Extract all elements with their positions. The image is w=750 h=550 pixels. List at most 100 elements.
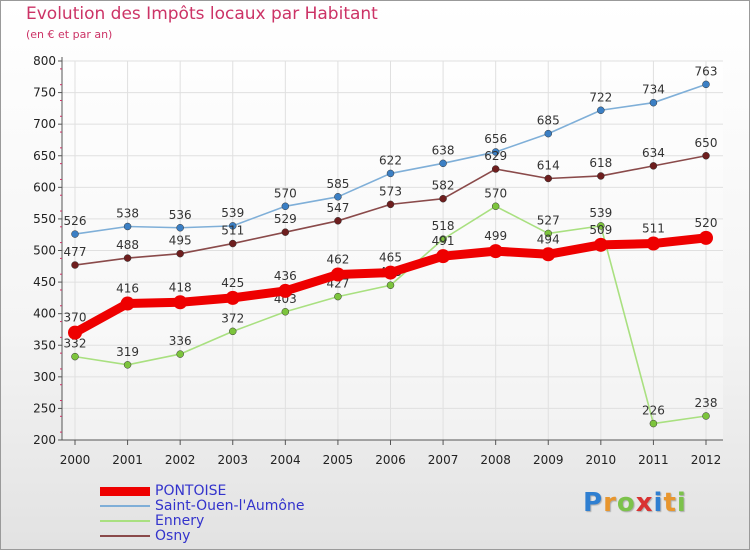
legend-item: Ennery bbox=[100, 514, 360, 529]
y-tick-label: 250 bbox=[33, 401, 56, 415]
data-point bbox=[646, 236, 661, 251]
data-label: 520 bbox=[695, 216, 718, 230]
data-label: 491 bbox=[432, 234, 455, 248]
y-tick-label: 200 bbox=[33, 433, 56, 447]
data-label: 634 bbox=[642, 146, 665, 160]
series-ennery: 332319336372403427445518570527539226238 bbox=[64, 186, 718, 428]
legend-label: Osny bbox=[155, 528, 191, 544]
data-point bbox=[123, 254, 132, 262]
series-pontoise: 370 416 418 425 436 462 465 491 499 494 509 511 520 bbox=[64, 216, 718, 340]
legend-item: PONTOISE bbox=[100, 484, 360, 499]
y-tick-label: 450 bbox=[33, 275, 56, 289]
data-point bbox=[71, 352, 79, 361]
data-point bbox=[597, 222, 605, 230]
data-point bbox=[597, 106, 605, 115]
data-label: 372 bbox=[221, 311, 244, 325]
data-label: 656 bbox=[484, 132, 507, 146]
legend-label: Ennery bbox=[155, 513, 205, 529]
data-point bbox=[330, 267, 345, 282]
data-point bbox=[71, 230, 79, 238]
data-label: 722 bbox=[589, 90, 612, 104]
data-point bbox=[386, 169, 395, 178]
data-point bbox=[278, 283, 293, 298]
data-label: 539 bbox=[221, 206, 244, 220]
data-label: 477 bbox=[64, 245, 87, 259]
legend-swatch bbox=[100, 520, 150, 522]
data-label: 547 bbox=[326, 201, 349, 215]
data-point bbox=[176, 350, 184, 358]
data-label: 527 bbox=[537, 213, 560, 227]
logo-letter: t bbox=[663, 488, 677, 518]
data-point bbox=[649, 98, 658, 107]
data-label: 336 bbox=[169, 334, 192, 348]
data-label: 518 bbox=[432, 219, 455, 233]
data-label: 238 bbox=[695, 396, 718, 410]
legend-swatch bbox=[100, 486, 150, 496]
data-label: 462 bbox=[326, 253, 349, 267]
logo-letter: P bbox=[583, 488, 604, 518]
data-label: 618 bbox=[589, 156, 612, 170]
logo-letter: x bbox=[635, 488, 654, 518]
data-point bbox=[439, 159, 447, 168]
y-tick-label: 700 bbox=[33, 117, 56, 131]
data-point bbox=[699, 230, 713, 245]
data-point bbox=[386, 281, 395, 289]
data-point bbox=[593, 237, 608, 252]
x-tick-label: 2011 bbox=[638, 453, 669, 467]
data-label: 638 bbox=[432, 143, 455, 157]
legend-item: Osny bbox=[100, 529, 360, 544]
data-point bbox=[439, 235, 447, 243]
legend-item: Saint-Ouen-l'Aumône bbox=[100, 499, 360, 514]
y-tick-label: 750 bbox=[33, 86, 56, 100]
data-label: 629 bbox=[484, 149, 507, 163]
data-label: 734 bbox=[642, 83, 665, 97]
data-label: 526 bbox=[64, 214, 87, 228]
data-point bbox=[544, 129, 552, 138]
data-point bbox=[229, 239, 237, 248]
data-label: 370 bbox=[64, 311, 87, 325]
data-label: 650 bbox=[695, 136, 718, 150]
data-point bbox=[281, 228, 290, 236]
y-tick-label: 350 bbox=[33, 338, 56, 352]
data-point bbox=[229, 222, 237, 230]
data-point bbox=[702, 412, 710, 420]
y-tick-label: 550 bbox=[33, 212, 56, 226]
data-point bbox=[491, 165, 500, 173]
x-tick-label: 2009 bbox=[533, 453, 564, 467]
data-point bbox=[173, 295, 188, 310]
y-tick-label: 300 bbox=[33, 370, 56, 384]
data-point bbox=[597, 172, 605, 180]
data-label: 511 bbox=[221, 224, 244, 238]
data-point bbox=[68, 325, 82, 340]
x-tick-label: 2007 bbox=[428, 453, 459, 467]
data-label: 436 bbox=[274, 269, 297, 283]
x-tick-label: 2012 bbox=[691, 453, 722, 467]
x-tick-label: 2010 bbox=[586, 453, 617, 467]
data-point bbox=[176, 224, 184, 232]
logo-letter: o bbox=[616, 488, 636, 518]
x-tick-label: 2000 bbox=[60, 453, 91, 467]
data-label: 416 bbox=[116, 282, 139, 296]
data-label: 685 bbox=[537, 114, 560, 128]
data-label: 465 bbox=[379, 251, 402, 265]
logo-letter: i bbox=[653, 488, 664, 518]
data-point bbox=[439, 194, 447, 203]
data-label: 495 bbox=[169, 234, 192, 248]
data-label: 585 bbox=[326, 177, 349, 191]
data-label: 494 bbox=[537, 232, 560, 246]
data-point bbox=[334, 217, 342, 225]
data-label: 226 bbox=[642, 404, 665, 418]
data-label: 536 bbox=[169, 208, 192, 222]
data-label: 332 bbox=[64, 337, 87, 351]
proxiti-logo: Proxiti bbox=[583, 488, 687, 518]
data-point bbox=[71, 261, 79, 269]
data-point bbox=[491, 148, 500, 156]
data-label: 763 bbox=[695, 64, 718, 78]
data-point bbox=[702, 152, 710, 160]
legend-swatch bbox=[100, 535, 150, 537]
y-tick-label: 500 bbox=[33, 244, 56, 258]
data-point bbox=[229, 327, 237, 336]
data-point bbox=[120, 296, 135, 311]
data-label: 319 bbox=[116, 345, 139, 359]
